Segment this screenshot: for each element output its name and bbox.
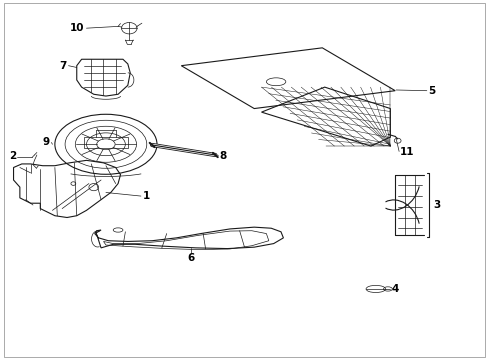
Text: 4: 4 — [390, 284, 398, 294]
Text: 3: 3 — [432, 200, 440, 210]
Text: 10: 10 — [69, 23, 84, 33]
Text: 2: 2 — [9, 151, 16, 161]
Text: 5: 5 — [427, 86, 435, 96]
Text: 11: 11 — [399, 147, 414, 157]
Text: 7: 7 — [60, 61, 67, 71]
Text: 9: 9 — [43, 138, 50, 148]
Text: 6: 6 — [187, 253, 194, 263]
Text: 1: 1 — [142, 191, 149, 201]
Text: 8: 8 — [219, 151, 226, 161]
